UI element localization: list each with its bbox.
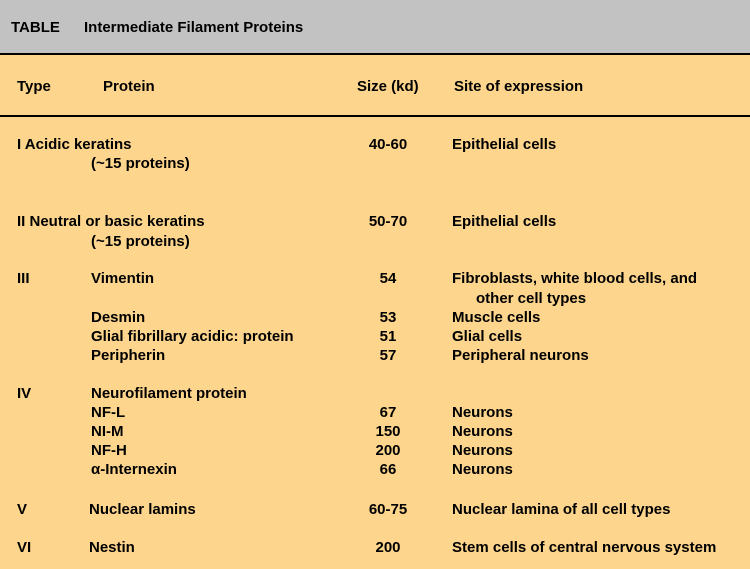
row-size: 60-75 — [368, 501, 408, 518]
row-protein: Nuclear lamins — [89, 501, 196, 518]
row-site: Nuclear lamina of all cell types — [452, 501, 671, 518]
row-size: 54 — [379, 270, 397, 287]
row-site: Neurons — [452, 423, 513, 440]
table-header: TABLE Intermediate Filament Proteins — [0, 0, 750, 55]
row-protein: Neurofilament protein — [91, 385, 247, 402]
row-site: Fibroblasts, white blood cells, and — [452, 270, 698, 287]
row-type: V — [17, 501, 28, 518]
row-site: Epithelial cells — [452, 213, 557, 230]
row-protein: NF-L — [91, 404, 126, 421]
column-header-protein: Protein — [103, 78, 155, 95]
row-site: Muscle cells — [452, 309, 541, 326]
row-site: Peripheral neurons — [452, 347, 589, 364]
row-type: II Neutral or basic keratins — [17, 213, 205, 230]
row-size: 66 — [379, 461, 397, 478]
column-header-type: Type — [17, 78, 51, 95]
row-protein: NI-M — [91, 423, 124, 440]
table-label: TABLE — [11, 19, 60, 36]
row-size: 50-70 — [368, 213, 408, 230]
row-type: VI — [17, 539, 32, 556]
row-protein: Peripherin — [91, 347, 166, 364]
column-header-site: Site of expression — [454, 78, 584, 95]
row-protein: (~15 proteins) — [91, 155, 190, 172]
row-protein: (~15 proteins) — [91, 233, 190, 250]
row-protein: NF-H — [91, 442, 127, 459]
row-site: Neurons — [452, 404, 513, 421]
header-divider — [0, 115, 750, 117]
row-protein: Nestin — [89, 539, 135, 556]
table-title: Intermediate Filament Proteins — [84, 19, 304, 36]
row-type: IV — [17, 385, 32, 402]
row-site: Neurons — [452, 461, 513, 478]
row-size: 53 — [379, 309, 397, 326]
row-size: 200 — [375, 442, 401, 459]
row-type: I Acidic keratins — [17, 136, 132, 153]
row-size: 67 — [379, 404, 397, 421]
row-protein: Vimentin — [91, 270, 155, 287]
row-site: Neurons — [452, 442, 513, 459]
row-type: III — [17, 270, 30, 287]
row-size: 150 — [375, 423, 401, 440]
row-size: 57 — [379, 347, 397, 364]
row-protein: Glial fibrillary acidic: protein — [91, 328, 294, 345]
row-size: 51 — [379, 328, 397, 345]
row-size: 200 — [375, 539, 401, 556]
column-header-size: Size (kd) — [357, 78, 419, 95]
row-site: Epithelial cells — [452, 136, 557, 153]
row-size: 40-60 — [368, 136, 408, 153]
row-protein: α-Internexin — [91, 461, 177, 478]
row-protein: Desmin — [91, 309, 146, 326]
row-site-continued: other cell types — [476, 290, 587, 307]
row-site: Glial cells — [452, 328, 523, 345]
row-site: Stem cells of central nervous system — [452, 539, 717, 556]
